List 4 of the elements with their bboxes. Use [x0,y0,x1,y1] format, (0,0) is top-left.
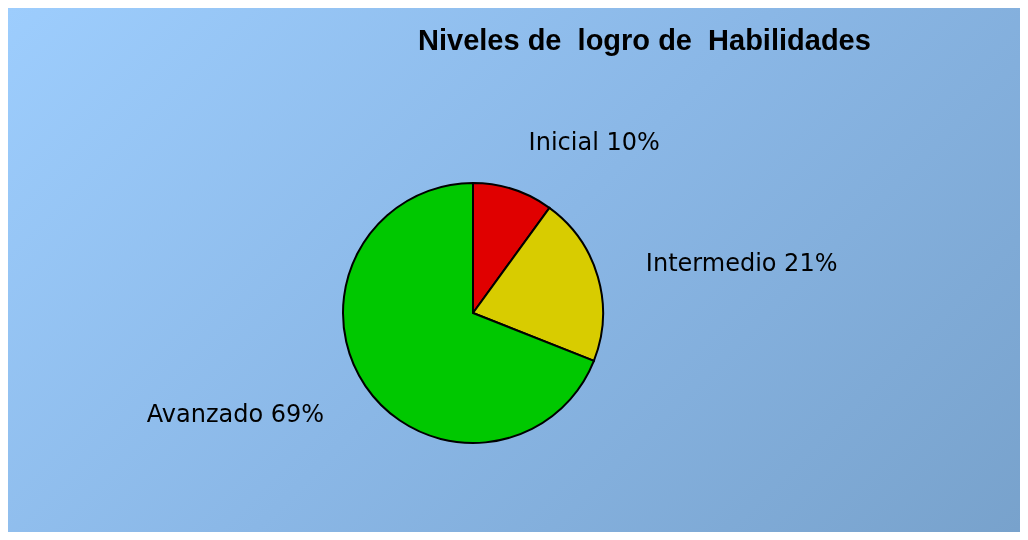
slice-label: Avanzado 69% [146,400,325,429]
slice-label: Intermedio 21% [645,248,838,277]
slice-label: Inicial 10% [528,127,660,156]
chart-title: Niveles de logro de Habilidades [418,24,871,57]
